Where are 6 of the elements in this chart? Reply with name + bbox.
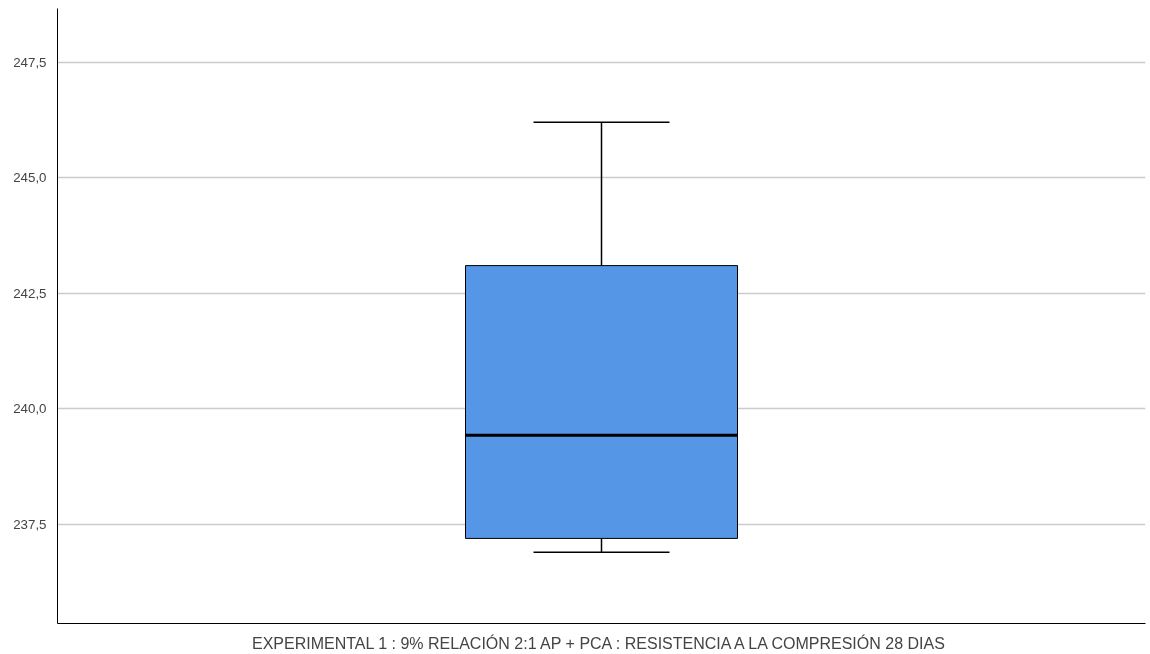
y-tick-label: 237,5 <box>13 517 47 533</box>
y-tick-label: 245,0 <box>13 170 47 186</box>
x-axis-title: EXPERIMENTAL 1 : 9% RELACIÓN 2:1 AP + PCA : RESISTENCIA A LA COMPRESIÓN 28 DIAS <box>251 633 945 652</box>
y-tick-label: 247,5 <box>13 54 47 70</box>
y-tick-label: 240,0 <box>13 401 47 417</box>
y-tick-label: 242,5 <box>13 285 47 301</box>
